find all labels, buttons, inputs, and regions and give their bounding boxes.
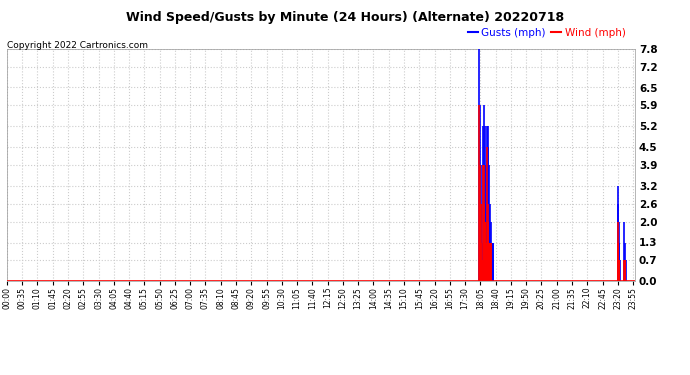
Text: Copyright 2022 Cartronics.com: Copyright 2022 Cartronics.com (7, 41, 148, 50)
Text: Wind Speed/Gusts by Minute (24 Hours) (Alternate) 20220718: Wind Speed/Gusts by Minute (24 Hours) (A… (126, 11, 564, 24)
Legend: Gusts (mph), Wind (mph): Gusts (mph), Wind (mph) (464, 24, 629, 42)
